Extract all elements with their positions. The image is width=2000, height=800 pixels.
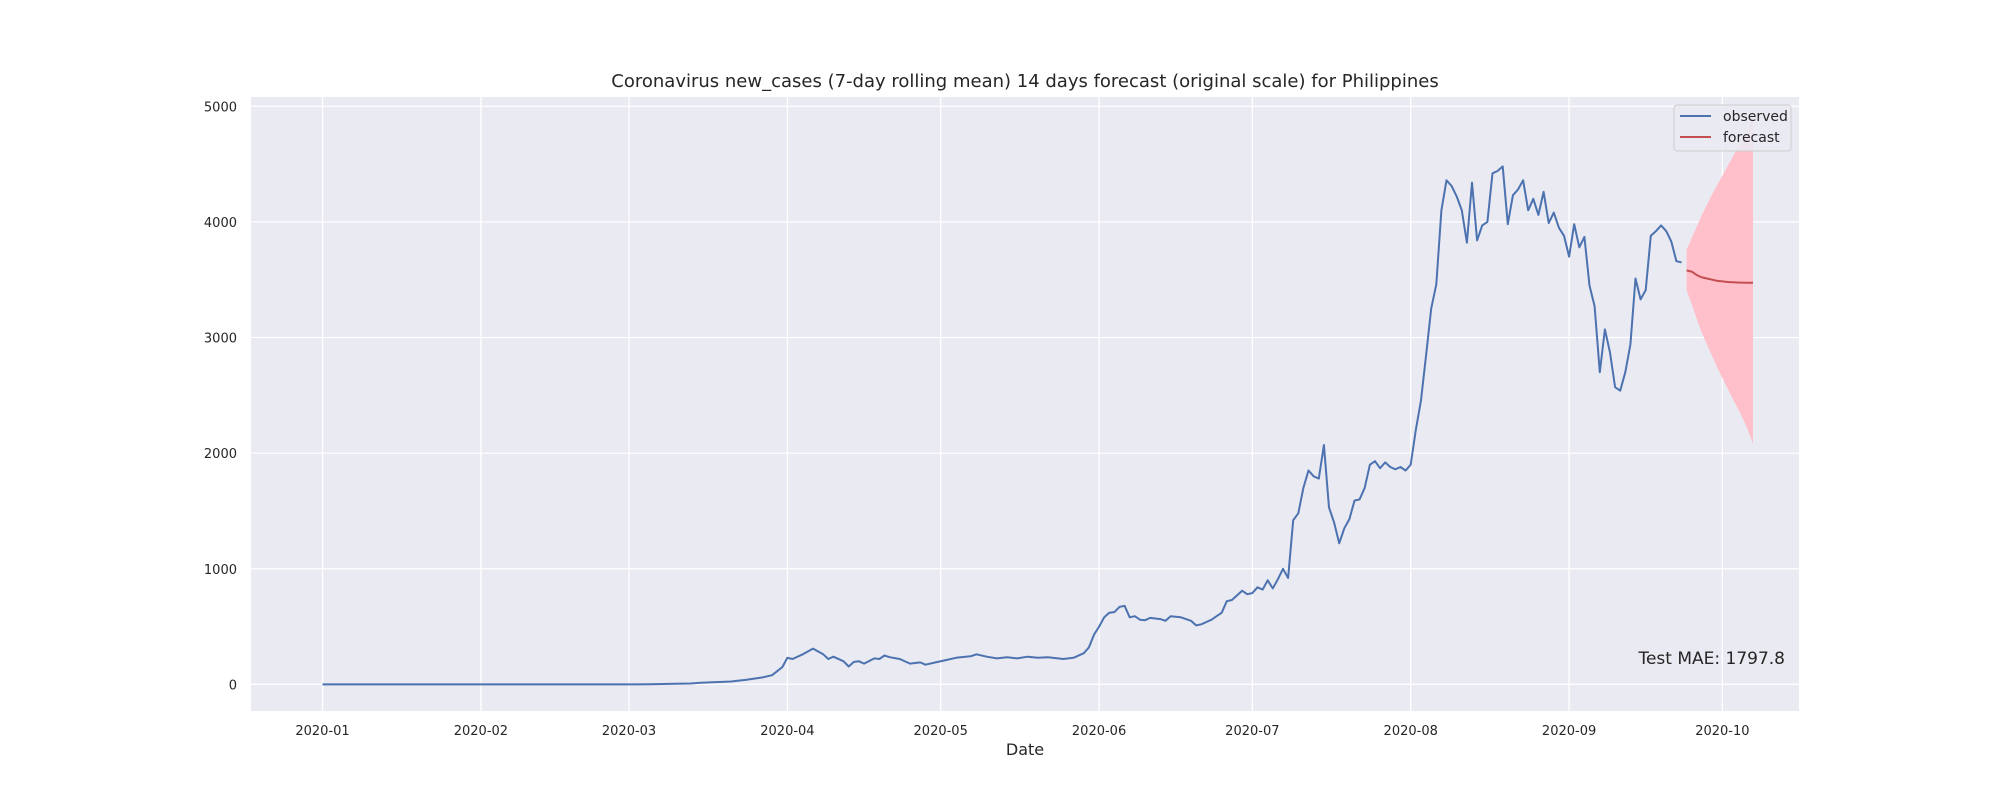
y-tick-label: 4000 [204,216,237,231]
x-tick-label: 2020-01 [295,724,349,739]
x-tick-label: 2020-06 [1072,724,1126,739]
y-tick-label: 0 [229,678,237,693]
legend-forecast-label: forecast [1723,130,1780,146]
legend: observed forecast [1673,104,1792,152]
x-tick-label: 2020-03 [602,724,656,739]
x-tick-label: 2020-08 [1384,724,1438,739]
chart-title: Coronavirus new_cases (7-day rolling mea… [611,71,1438,92]
x-tick-label: 2020-10 [1695,724,1749,739]
legend-observed-label: observed [1723,109,1788,125]
y-tick-label: 1000 [204,563,237,578]
observed-series-line [322,165,1682,686]
y-tick-label: 2000 [204,447,237,462]
x-tick-label: 2020-05 [914,724,968,739]
y-tick-label: 5000 [204,100,237,115]
x-tick-label: 2020-04 [760,724,814,739]
forecast-series-line [1686,269,1754,284]
y-tick-labels: 0 1000 2000 3000 4000 5000 [204,100,237,693]
x-tick-label: 2020-02 [454,724,508,739]
x-axis-label: Date [1006,740,1044,759]
series-layer [322,117,1754,686]
plot-background [251,97,1799,711]
x-tick-labels: 2020-01 2020-02 2020-03 2020-04 2020-05 2020-… [295,724,1749,739]
y-tick-label: 3000 [204,332,237,347]
x-tick-label: 2020-07 [1225,724,1279,739]
test-mae-annotation: Test MAE: 1797.8 [1637,649,1785,669]
x-tick-label: 2020-09 [1542,724,1596,739]
